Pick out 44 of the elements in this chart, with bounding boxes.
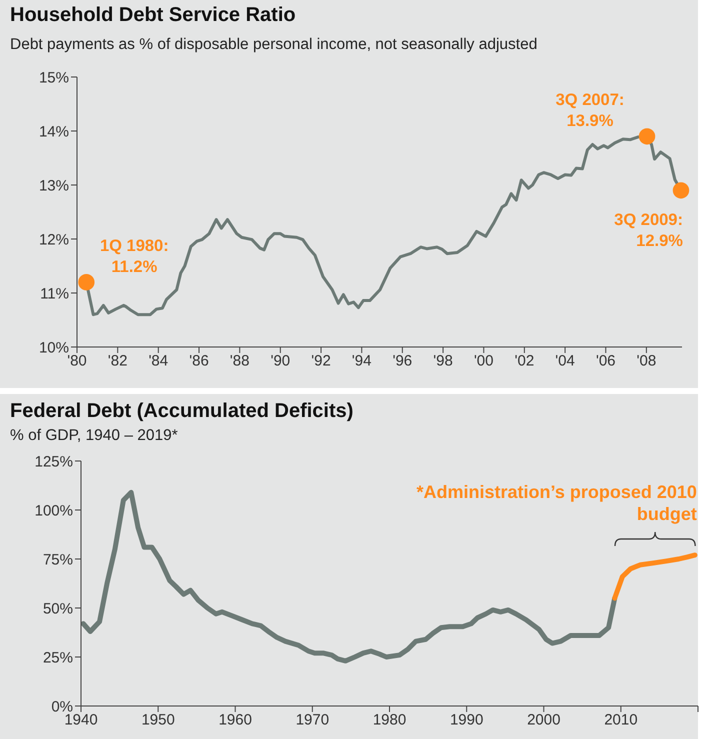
x-tick-label: '08 bbox=[636, 352, 656, 370]
annotation: *Administration’s proposed 2010 budget bbox=[416, 481, 697, 525]
x-tick-label: '86 bbox=[189, 352, 209, 370]
y-tick-label: 75% bbox=[42, 551, 73, 568]
x-tick-label: 2000 bbox=[527, 712, 560, 729]
x-tick-label: 1970 bbox=[296, 712, 330, 729]
chart-subtitle: % of GDP, 1940 – 2019* bbox=[10, 427, 178, 445]
x-tick-label: '84 bbox=[148, 352, 168, 370]
x-tick-label: 1990 bbox=[450, 712, 484, 729]
x-tick-label: '88 bbox=[230, 352, 250, 370]
x-tick-label: '80 bbox=[67, 352, 87, 370]
y-tick-label: 14% bbox=[38, 123, 69, 140]
y-tick-label: 125% bbox=[34, 453, 73, 470]
x-tick-label: '06 bbox=[596, 352, 616, 370]
point bbox=[672, 182, 690, 199]
y-tick-label: 13% bbox=[38, 177, 69, 194]
annotation: 3Q 2007: 13.9% bbox=[554, 90, 626, 132]
point bbox=[78, 274, 95, 290]
annotation: 1Q 1980: 11.2% bbox=[98, 236, 170, 278]
x-tick-label: '98 bbox=[433, 352, 453, 370]
x-tick-label: '94 bbox=[352, 352, 372, 370]
y-tick-label: 50% bbox=[42, 600, 73, 618]
x-tick-label: 2010 bbox=[604, 712, 638, 729]
x-tick-label: '92 bbox=[311, 352, 331, 370]
x-tick-label: '04 bbox=[555, 352, 575, 370]
x-tick-label: '00 bbox=[474, 352, 494, 370]
y-tick-label: 12% bbox=[38, 231, 69, 248]
chart-subtitle: Debt payments as % of disposable personal income, not seasonally adjusted bbox=[10, 36, 538, 54]
x-tick-label: '96 bbox=[392, 352, 412, 370]
chart-title: Household Debt Service Ratio bbox=[10, 4, 296, 27]
y-tick-label: 15% bbox=[38, 69, 69, 86]
chart-title: Federal Debt (Accumulated Deficits) bbox=[10, 400, 354, 423]
x-tick-label: 1950 bbox=[141, 712, 175, 729]
x-tick-label: '82 bbox=[108, 352, 128, 370]
annotation: 3Q 2009: 12.9% bbox=[613, 210, 683, 252]
x-tick-label: '90 bbox=[270, 352, 290, 370]
x-tick-label: 1960 bbox=[218, 712, 252, 729]
y-tick-label: 25% bbox=[42, 649, 73, 666]
y-tick-label: 100% bbox=[34, 502, 73, 520]
x-tick-label: '02 bbox=[514, 352, 534, 370]
y-tick-label: 10% bbox=[38, 339, 69, 356]
y-tick-label: 11% bbox=[40, 285, 69, 302]
x-tick-label: 1980 bbox=[372, 712, 406, 729]
point bbox=[638, 128, 656, 145]
